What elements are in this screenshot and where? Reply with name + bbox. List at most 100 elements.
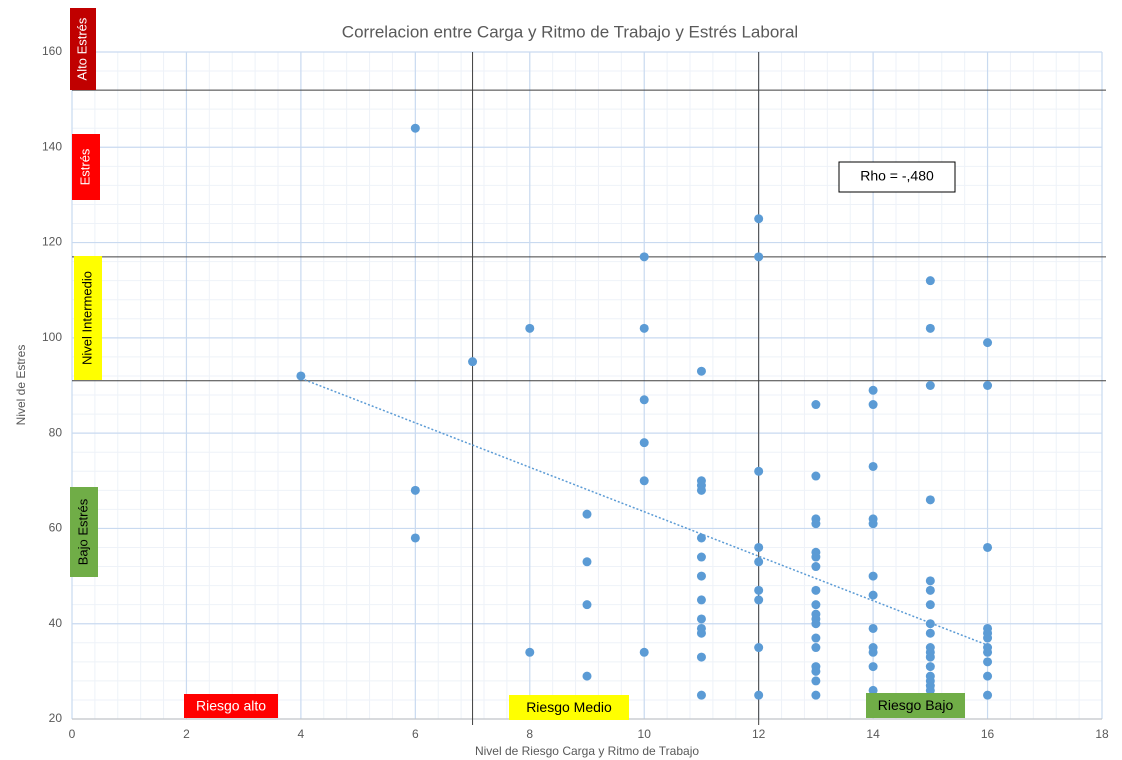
point bbox=[754, 542, 764, 552]
zone-label: Nivel Intermedio bbox=[79, 271, 94, 365]
point bbox=[925, 576, 935, 586]
zone-label-box bbox=[72, 134, 100, 200]
annotation-box bbox=[838, 161, 956, 193]
point bbox=[754, 557, 764, 567]
point bbox=[696, 485, 706, 495]
point bbox=[925, 495, 935, 505]
x-tick-label: 12 bbox=[752, 727, 766, 741]
point bbox=[696, 652, 706, 662]
point bbox=[754, 643, 764, 653]
point bbox=[639, 323, 649, 333]
point bbox=[811, 471, 821, 481]
point bbox=[925, 585, 935, 595]
point bbox=[296, 371, 306, 381]
point bbox=[868, 623, 878, 633]
y-tick-label: 100 bbox=[42, 330, 62, 344]
point bbox=[754, 252, 764, 262]
zone-label: Riesgo Medio bbox=[526, 699, 612, 715]
y-tick-label: 60 bbox=[49, 521, 63, 535]
y-axis-label: Nivel de Estres bbox=[14, 345, 28, 426]
point bbox=[696, 690, 706, 700]
x-tick-label: 8 bbox=[526, 727, 533, 741]
point bbox=[811, 400, 821, 410]
point bbox=[925, 628, 935, 638]
zone-label: Riesgo Bajo bbox=[878, 697, 954, 713]
y-tick-label: 40 bbox=[49, 616, 63, 630]
x-tick-label: 4 bbox=[298, 727, 305, 741]
point bbox=[868, 662, 878, 672]
point bbox=[925, 662, 935, 672]
x-tick-label: 18 bbox=[1095, 727, 1109, 741]
zone-label-box bbox=[70, 487, 98, 577]
zone-label-box bbox=[74, 256, 102, 380]
point bbox=[868, 461, 878, 471]
point bbox=[582, 509, 592, 519]
point bbox=[983, 647, 993, 657]
y-tick-label: 120 bbox=[42, 235, 62, 249]
point bbox=[868, 647, 878, 657]
point bbox=[696, 595, 706, 605]
zone-label-box bbox=[866, 693, 965, 718]
point bbox=[754, 690, 764, 700]
point bbox=[754, 585, 764, 595]
point bbox=[811, 619, 821, 629]
point bbox=[811, 633, 821, 643]
point bbox=[811, 600, 821, 610]
point bbox=[582, 557, 592, 567]
point bbox=[925, 381, 935, 390]
x-tick-label: 0 bbox=[69, 727, 76, 741]
point bbox=[582, 671, 592, 681]
point bbox=[811, 519, 821, 529]
point bbox=[983, 542, 993, 552]
point bbox=[811, 585, 821, 595]
point bbox=[754, 214, 764, 224]
point bbox=[983, 671, 993, 681]
y-tick-label: 80 bbox=[49, 425, 63, 439]
point bbox=[868, 400, 878, 410]
point bbox=[696, 552, 706, 562]
point bbox=[639, 476, 649, 486]
trendline bbox=[300, 377, 988, 646]
point bbox=[754, 595, 764, 605]
zone-label: Bajo Estrés bbox=[75, 498, 90, 565]
x-tick-label: 2 bbox=[183, 727, 190, 741]
point bbox=[639, 252, 649, 262]
point bbox=[983, 633, 993, 643]
point bbox=[811, 690, 821, 700]
point bbox=[696, 366, 706, 376]
point bbox=[811, 676, 821, 686]
point bbox=[868, 571, 878, 581]
point bbox=[811, 666, 821, 676]
zone-label: Estrés bbox=[77, 148, 92, 185]
zone-label-box bbox=[184, 694, 278, 718]
x-tick-label: 10 bbox=[638, 727, 652, 741]
point bbox=[868, 519, 878, 529]
y-tick-label: 160 bbox=[42, 44, 62, 58]
chart-title: Correlacion entre Carga y Ritmo de Traba… bbox=[342, 22, 798, 41]
x-tick-label: 14 bbox=[866, 727, 880, 741]
point bbox=[696, 571, 706, 581]
point bbox=[925, 276, 935, 286]
point bbox=[983, 657, 993, 667]
point bbox=[410, 123, 420, 133]
point bbox=[811, 552, 821, 562]
point bbox=[639, 438, 649, 448]
point bbox=[410, 533, 420, 543]
point bbox=[983, 690, 993, 700]
zone-label-box bbox=[70, 8, 96, 90]
x-axis-label: Nivel de Riesgo Carga y Ritmo de Trabajo bbox=[475, 744, 699, 758]
zone-label-box bbox=[509, 695, 629, 720]
point bbox=[754, 466, 764, 476]
point bbox=[811, 643, 821, 653]
y-tick-label: 20 bbox=[49, 711, 63, 725]
point bbox=[983, 381, 993, 390]
point bbox=[925, 323, 935, 333]
point bbox=[525, 647, 535, 657]
point bbox=[811, 562, 821, 572]
point bbox=[925, 600, 935, 610]
point bbox=[696, 533, 706, 543]
point bbox=[868, 685, 878, 695]
point bbox=[868, 590, 878, 600]
x-tick-label: 16 bbox=[981, 727, 995, 741]
